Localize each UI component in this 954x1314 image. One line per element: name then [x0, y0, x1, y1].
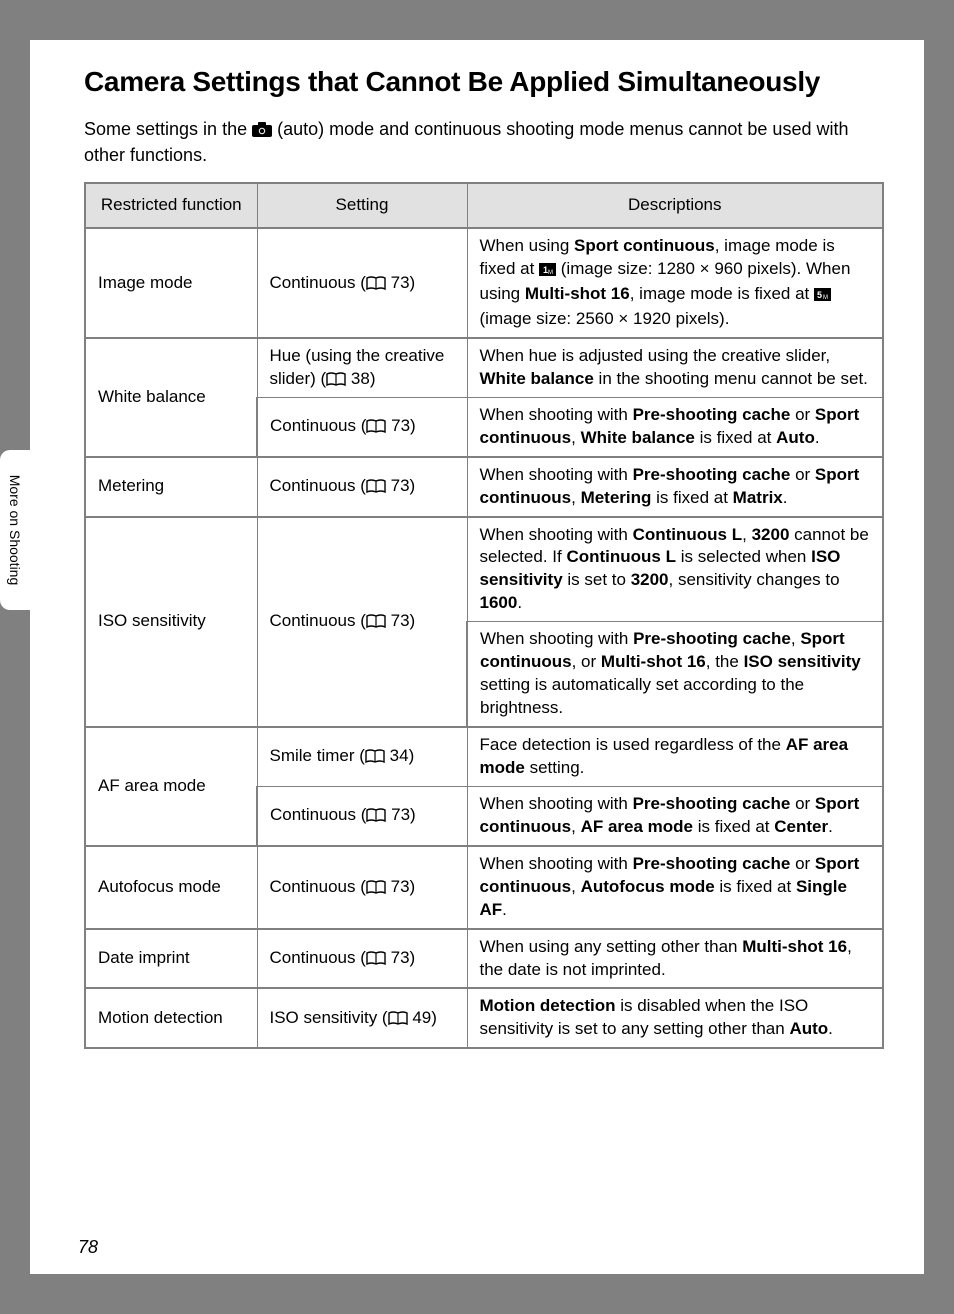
setting-cell: Hue (using the creative slider) ( 38)	[257, 338, 467, 397]
book-icon	[366, 808, 386, 823]
func-cell: Date imprint	[85, 929, 257, 989]
svg-text:5: 5	[817, 290, 822, 300]
row-autofocus: Autofocus mode Continuous ( 73) When sho…	[85, 846, 883, 929]
book-icon	[366, 951, 386, 966]
manual-page: More on Shooting Camera Settings that Ca…	[30, 40, 924, 1274]
setting-cell: Continuous ( 73)	[257, 457, 467, 517]
book-icon	[366, 479, 386, 494]
func-cell: AF area mode	[85, 727, 257, 846]
desc-cell: Motion detection is disabled when the IS…	[467, 988, 883, 1048]
side-tab: More on Shooting	[0, 450, 30, 610]
row-motion-detection: Motion detection ISO sensitivity ( 49) M…	[85, 988, 883, 1048]
setting-cell: Continuous ( 73)	[257, 929, 467, 989]
setting-cell: Continuous ( 73)	[257, 517, 467, 728]
camera-icon	[252, 122, 272, 137]
restrictions-table: Restricted function Setting Descriptions…	[84, 182, 884, 1049]
table-header-row: Restricted function Setting Descriptions	[85, 183, 883, 228]
desc-cell: When shooting with Pre-shooting cache or…	[467, 457, 883, 517]
setting-cell: Continuous ( 73)	[257, 786, 467, 845]
func-cell: Metering	[85, 457, 257, 517]
book-icon	[366, 880, 386, 895]
row-metering: Metering Continuous ( 73) When shooting …	[85, 457, 883, 517]
row-iso-1: ISO sensitivity Continuous ( 73) When sh…	[85, 517, 883, 622]
svg-text:M: M	[548, 270, 553, 276]
desc-cell: When hue is adjusted using the creative …	[467, 338, 883, 397]
intro-text: Some settings in the (auto) mode and con…	[84, 116, 884, 168]
func-cell: ISO sensitivity	[85, 517, 257, 728]
row-white-balance-1: White balance Hue (using the creative sl…	[85, 338, 883, 397]
desc-cell: When shooting with Continuous L, 3200 ca…	[467, 517, 883, 622]
func-cell: White balance	[85, 338, 257, 457]
book-icon	[366, 276, 386, 291]
desc-cell: When shooting with Pre-shooting cache, S…	[467, 622, 883, 727]
col-header-desc: Descriptions	[467, 183, 883, 228]
desc-cell: When shooting with Pre-shooting cache or…	[467, 846, 883, 929]
book-icon	[365, 749, 385, 764]
func-cell: Image mode	[85, 228, 257, 338]
book-icon	[366, 614, 386, 629]
side-tab-label: More on Shooting	[7, 475, 23, 586]
func-cell: Motion detection	[85, 988, 257, 1048]
desc-cell: Face detection is used regardless of the…	[467, 727, 883, 786]
desc-cell: When using Sport continuous, image mode …	[467, 228, 883, 338]
func-cell: Autofocus mode	[85, 846, 257, 929]
size-5m-icon: 5M	[814, 285, 831, 308]
row-date-imprint: Date imprint Continuous ( 73) When using…	[85, 929, 883, 989]
page-title: Camera Settings that Cannot Be Applied S…	[84, 66, 884, 98]
setting-cell: Continuous ( 73)	[257, 397, 467, 456]
setting-cell: ISO sensitivity ( 49)	[257, 988, 467, 1048]
col-header-setting: Setting	[257, 183, 467, 228]
page-number: 78	[78, 1237, 98, 1258]
row-image-mode: Image mode Continuous ( 73) When using S…	[85, 228, 883, 338]
book-icon	[388, 1011, 408, 1026]
desc-cell: When shooting with Pre-shooting cache or…	[467, 786, 883, 845]
book-icon	[366, 419, 386, 434]
col-header-function: Restricted function	[85, 183, 257, 228]
desc-cell: When using any setting other than Multi-…	[467, 929, 883, 989]
setting-cell: Smile timer ( 34)	[257, 727, 467, 786]
size-1m-icon: 1M	[539, 260, 556, 283]
row-af-area-1: AF area mode Smile timer ( 34) Face dete…	[85, 727, 883, 786]
setting-cell: Continuous ( 73)	[257, 228, 467, 338]
setting-cell: Continuous ( 73)	[257, 846, 467, 929]
svg-text:M: M	[823, 295, 828, 301]
desc-cell: When shooting with Pre-shooting cache or…	[467, 397, 883, 456]
book-icon	[326, 372, 346, 387]
